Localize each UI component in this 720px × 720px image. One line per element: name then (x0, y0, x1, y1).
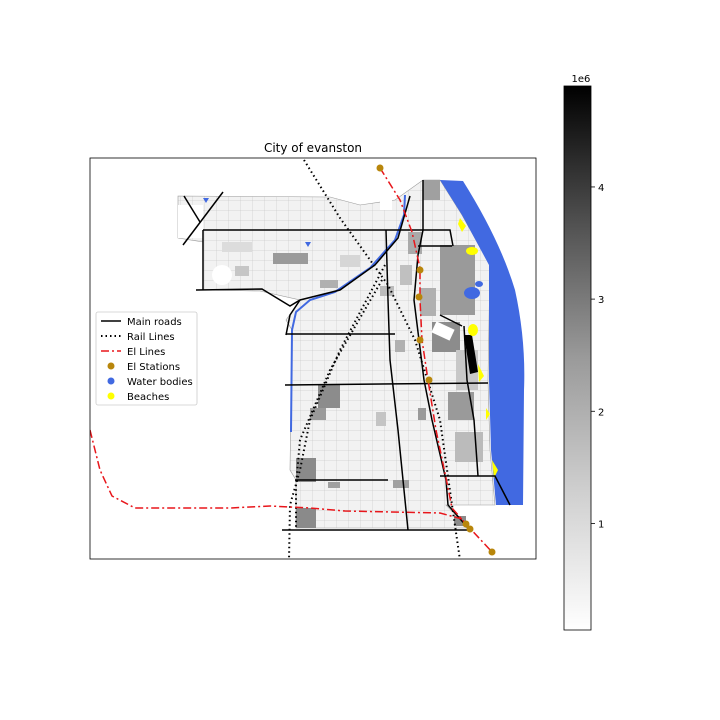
colorbar-tick-label: 4 (598, 183, 604, 194)
legend-beaches-label: Beaches (127, 392, 169, 403)
lake-michigan (440, 180, 525, 505)
colorbar: 1e6 1 2 3 4 (563, 74, 604, 631)
legend-beaches-swatch (107, 392, 115, 400)
legend-water-bodies-swatch (107, 377, 115, 385)
el-lines (90, 167, 493, 553)
legend: Main roads Rail Lines El Lines El Statio… (95, 311, 198, 406)
open-space (178, 200, 455, 341)
colorbar-tick-label: 2 (598, 407, 604, 418)
colorbar-tick-label: 3 (598, 295, 604, 306)
legend-el-stations-swatch (107, 362, 115, 370)
legend-water-bodies-label: Water bodies (127, 377, 193, 388)
map-frame (89, 157, 537, 560)
inland-water (203, 198, 483, 299)
el-stations (376, 164, 496, 556)
legend-main-roads-label: Main roads (127, 317, 182, 328)
legend-box (95, 311, 198, 406)
colorbar-tick-label: 1 (598, 519, 604, 530)
map-title: City of evanston (264, 141, 362, 155)
main-roads (182, 180, 511, 531)
legend-el-lines-label: El Lines (127, 347, 165, 358)
map-axes (90, 159, 525, 559)
beaches (458, 218, 498, 478)
legend-rail-lines-label: Rail Lines (127, 332, 175, 343)
colorbar-ticks: 1 2 3 4 (591, 183, 604, 530)
dark-tract (464, 335, 478, 374)
colorbar-multiplier: 1e6 (572, 74, 591, 85)
legend-el-stations-label: El Stations (127, 362, 180, 373)
rail-lines (288, 159, 461, 559)
colorbar-gradient (563, 85, 592, 631)
